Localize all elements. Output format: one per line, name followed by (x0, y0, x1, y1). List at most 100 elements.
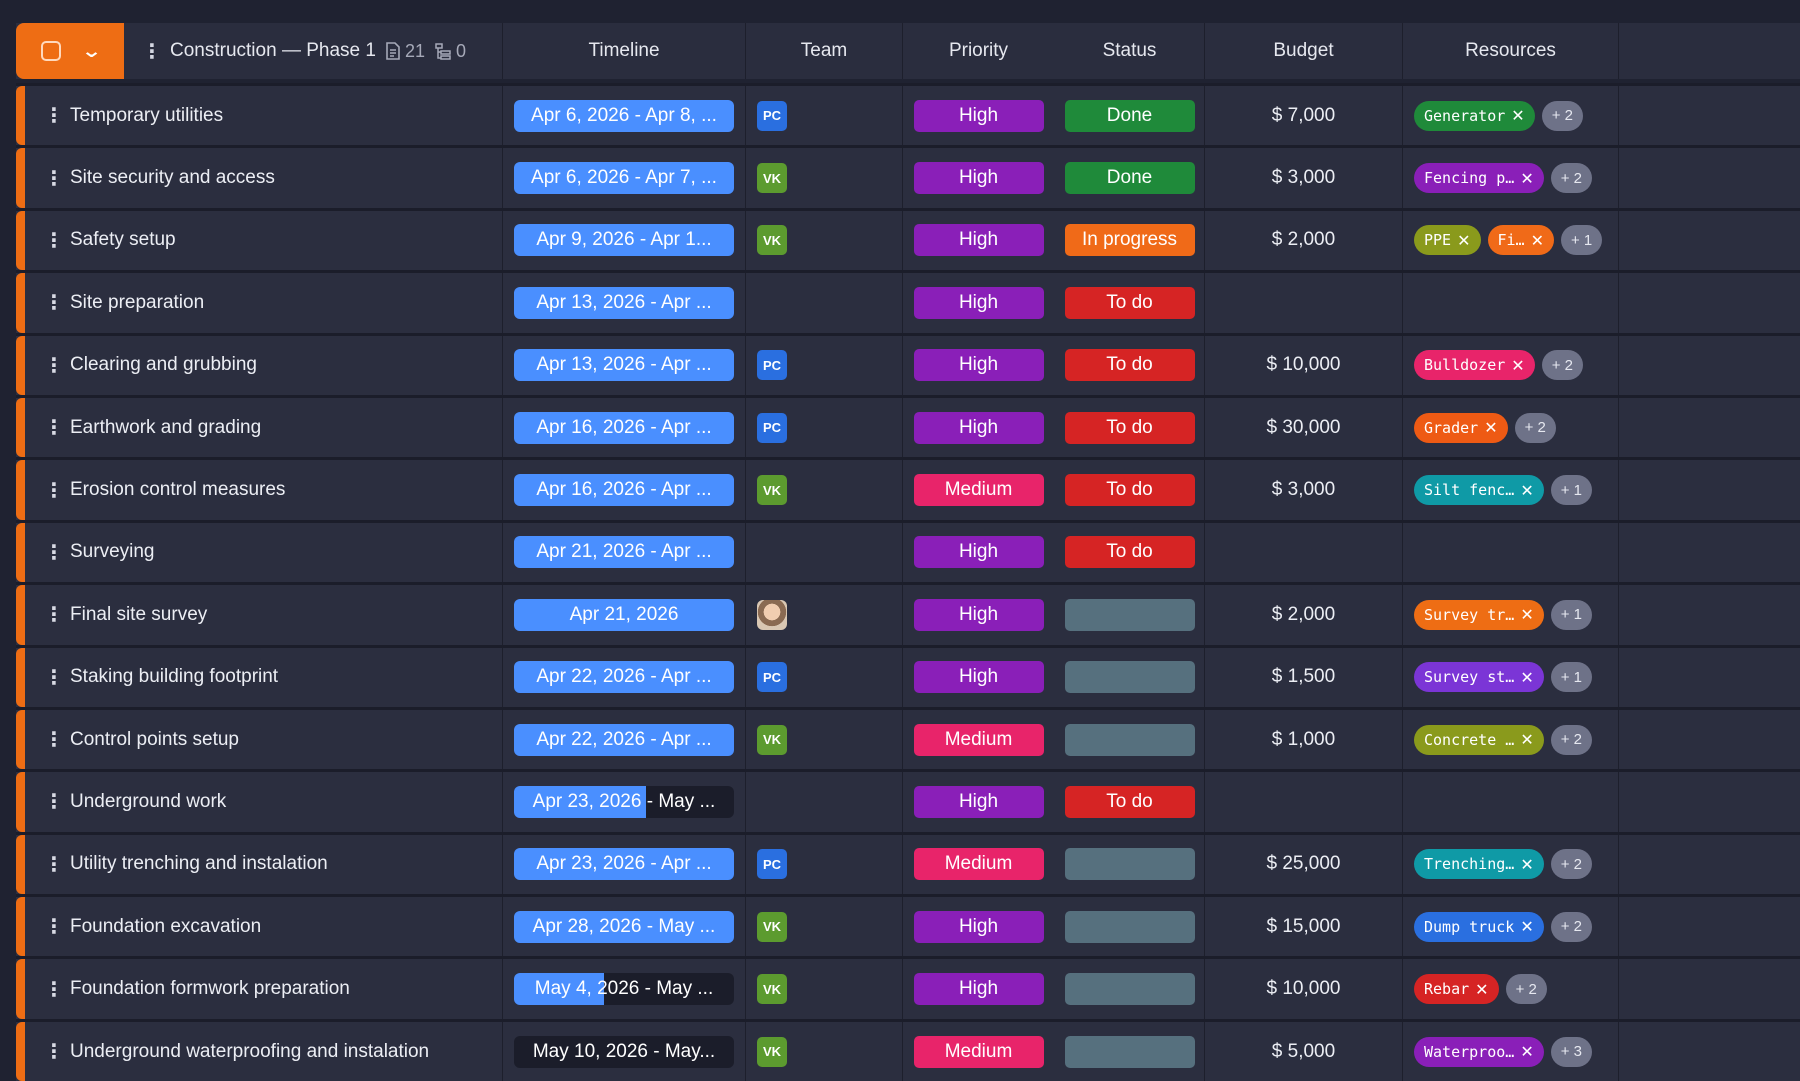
team-cell[interactable]: VK (746, 210, 903, 271)
team-column-header[interactable]: Team (746, 23, 903, 79)
close-icon[interactable]: ✕ (1520, 605, 1534, 625)
avatar[interactable]: VK (757, 163, 787, 194)
task-name[interactable]: Staking building footprint (70, 666, 279, 688)
team-cell[interactable]: PC (746, 335, 903, 395)
budget-cell[interactable]: $ 5,000 (1205, 1021, 1403, 1081)
task-name-cell[interactable]: ⋮ Underground work (16, 772, 503, 832)
more-resources-badge[interactable]: + 3 (1550, 1036, 1592, 1067)
status-badge[interactable]: To do (1064, 474, 1195, 507)
more-resources-badge[interactable]: + 1 (1550, 662, 1592, 693)
timeline-column-header[interactable]: Timeline (503, 23, 746, 79)
task-name[interactable]: Underground work (70, 790, 227, 812)
task-name[interactable]: Safety setup (70, 229, 176, 251)
priority-cell[interactable]: High (903, 959, 1055, 1018)
resource-tag[interactable]: PPE ✕ (1414, 225, 1481, 256)
table-row[interactable]: ⋮ Foundation formwork preparation May 4, 2… (16, 956, 1800, 1019)
timeline-bar[interactable]: Apr 16, 2026 - Apr ... (514, 474, 734, 507)
timeline-bar[interactable]: Apr 22, 2026 - Apr ... (514, 661, 734, 694)
timeline-cell[interactable]: Apr 21, 2026 (503, 585, 746, 645)
task-name-cell[interactable]: ⋮ Temporary utilities (16, 86, 503, 146)
team-cell[interactable] (746, 273, 903, 333)
budget-cell[interactable]: $ 1,000 (1205, 709, 1403, 770)
timeline-bar[interactable]: Apr 6, 2026 - Apr 7, ... (514, 162, 734, 195)
timeline-bar[interactable]: Apr 21, 2026 - Apr ... (514, 536, 734, 569)
task-name-cell[interactable]: ⋮ Surveying (16, 522, 503, 583)
priority-cell[interactable]: Medium (903, 460, 1055, 519)
table-row[interactable]: ⋮ Surveying Apr 21, 2026 - Apr ... High To d… (16, 519, 1800, 583)
row-menu-icon[interactable]: ⋮ (44, 167, 64, 190)
timeline-cell[interactable]: Apr 16, 2026 - Apr ... (503, 397, 746, 458)
status-badge[interactable] (1064, 973, 1195, 1006)
more-resources-badge[interactable]: + 1 (1550, 599, 1592, 630)
more-resources-badge[interactable]: + 2 (1550, 163, 1592, 194)
avatar[interactable]: PC (757, 849, 787, 880)
timeline-bar[interactable]: Apr 9, 2026 - Apr 1... (514, 224, 734, 257)
avatar[interactable]: VK (757, 974, 787, 1005)
resource-tag[interactable]: Concrete … ✕ (1414, 724, 1544, 755)
priority-badge[interactable]: High (913, 785, 1044, 818)
task-name[interactable]: Foundation formwork preparation (70, 978, 350, 1000)
team-cell[interactable]: PC (746, 647, 903, 707)
resources-column-header[interactable]: Resources (1403, 23, 1619, 79)
priority-badge[interactable]: High (913, 910, 1044, 943)
priority-badge[interactable]: High (913, 973, 1044, 1006)
row-menu-icon[interactable]: ⋮ (44, 229, 64, 252)
task-name[interactable]: Site security and access (70, 167, 275, 189)
priority-cell[interactable]: High (903, 523, 1055, 582)
task-name-cell[interactable]: ⋮ Foundation formwork preparation (16, 959, 503, 1019)
budget-cell[interactable]: $ 10,000 (1205, 335, 1403, 395)
timeline-bar[interactable]: Apr 16, 2026 - Apr ... (514, 411, 734, 444)
drag-handle-icon[interactable]: ⋮ (142, 40, 162, 63)
status-cell[interactable]: To do (1055, 397, 1205, 458)
row-menu-icon[interactable]: ⋮ (44, 354, 64, 377)
close-icon[interactable]: ✕ (1520, 168, 1534, 188)
table-row[interactable]: ⋮ Temporary utilities Apr 6, 2026 - Apr 8,… (16, 83, 1800, 146)
timeline-cell[interactable]: Apr 28, 2026 - May ... (503, 897, 746, 957)
row-menu-icon[interactable]: ⋮ (44, 541, 64, 564)
timeline-cell[interactable]: Apr 23, 2026 - Apr ... (503, 834, 746, 895)
close-icon[interactable]: ✕ (1520, 667, 1534, 687)
priority-cell[interactable]: High (903, 648, 1055, 707)
resources-cell[interactable]: Fencing p… ✕ + 2 (1403, 148, 1619, 208)
task-name-cell[interactable]: ⋮ Erosion control measures (16, 460, 503, 520)
row-menu-icon[interactable]: ⋮ (44, 292, 64, 315)
task-name[interactable]: Site preparation (70, 291, 205, 313)
priority-cell[interactable]: Medium (903, 835, 1055, 894)
task-name-cell[interactable]: ⋮ Final site survey (16, 585, 503, 645)
priority-badge[interactable]: Medium (913, 723, 1044, 756)
task-name[interactable]: Clearing and grubbing (70, 354, 257, 376)
timeline-bar[interactable]: Apr 21, 2026 (514, 598, 734, 631)
priority-badge[interactable]: High (913, 349, 1044, 382)
avatar[interactable]: VK (757, 724, 787, 755)
avatar[interactable]: PC (757, 662, 787, 693)
resources-cell[interactable] (1403, 772, 1619, 832)
status-badge[interactable] (1064, 910, 1195, 943)
table-row[interactable]: ⋮ Final site survey Apr 21, 2026 High $ 2,00… (16, 582, 1800, 645)
resources-cell[interactable]: Grader ✕ + 2 (1403, 397, 1619, 458)
timeline-cell[interactable]: Apr 13, 2026 - Apr ... (503, 273, 746, 333)
status-badge[interactable]: In progress (1064, 224, 1195, 257)
budget-cell[interactable]: $ 7,000 (1205, 86, 1403, 146)
status-cell[interactable]: Done (1055, 148, 1205, 208)
priority-badge[interactable]: High (913, 411, 1044, 444)
status-column-header[interactable]: Status (1055, 23, 1205, 79)
status-cell[interactable] (1055, 834, 1205, 895)
group-name[interactable]: Construction — Phase 1 (170, 40, 376, 61)
task-name[interactable]: Earthwork and grading (70, 416, 262, 438)
status-cell[interactable]: To do (1055, 460, 1205, 520)
timeline-cell[interactable]: Apr 22, 2026 - Apr ... (503, 709, 746, 770)
row-menu-icon[interactable]: ⋮ (44, 729, 64, 752)
priority-column-header[interactable]: Priority (948, 40, 1009, 61)
status-badge[interactable] (1064, 723, 1195, 756)
team-cell[interactable]: VK (746, 709, 903, 770)
row-menu-icon[interactable]: ⋮ (44, 853, 64, 876)
timeline-bar[interactable]: Apr 6, 2026 - Apr 8, ... (514, 99, 734, 132)
close-icon[interactable]: ✕ (1520, 1042, 1534, 1062)
status-cell[interactable]: To do (1055, 335, 1205, 395)
priority-cell[interactable]: High (903, 86, 1055, 145)
more-resources-badge[interactable]: + 2 (1550, 849, 1592, 880)
status-cell[interactable]: To do (1055, 273, 1205, 333)
resource-tag[interactable]: Bulldozer ✕ (1414, 350, 1535, 381)
resource-tag[interactable]: Trenching… ✕ (1414, 849, 1544, 880)
task-name-cell[interactable]: ⋮ Control points setup (16, 709, 503, 770)
